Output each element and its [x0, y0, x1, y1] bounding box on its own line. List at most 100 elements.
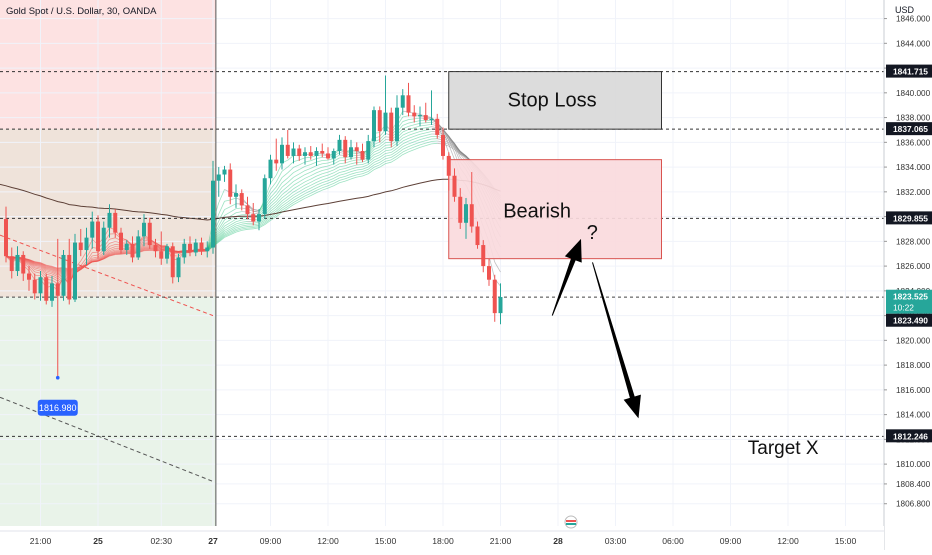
candle-body	[131, 244, 135, 258]
ema-segment	[420, 123, 426, 124]
ema-segment	[294, 182, 300, 185]
ema-segment	[363, 165, 369, 167]
ema-segment	[363, 169, 369, 171]
ema-segment	[242, 228, 248, 229]
ema-segment	[368, 162, 374, 167]
ema-segment	[282, 178, 288, 183]
candle-body	[154, 245, 158, 251]
candle-body	[165, 246, 169, 258]
price-tick-label: 1808.400	[896, 480, 931, 489]
ema-segment	[403, 138, 409, 141]
candle-body	[142, 223, 146, 237]
candle-body	[263, 178, 267, 214]
low-marker-dot	[56, 376, 60, 380]
ema-segment	[409, 139, 415, 141]
ema-segment	[374, 157, 380, 159]
price-tick-label: 1840.000	[896, 89, 931, 98]
ema-segment	[374, 147, 380, 149]
candle-body	[125, 244, 129, 250]
ema-segment	[374, 160, 380, 162]
candle-body	[113, 213, 117, 233]
ema-segment	[322, 172, 328, 174]
ema-segment	[225, 200, 231, 201]
price-tick-label: 1818.000	[896, 361, 931, 370]
zone-red	[0, 0, 216, 129]
ema-segment	[426, 122, 432, 123]
candle-body	[453, 176, 457, 197]
candle-body	[240, 193, 244, 205]
ema-segment	[317, 160, 323, 162]
candle-body	[286, 145, 290, 156]
ema-segment	[311, 179, 317, 182]
ema-segment	[351, 158, 357, 159]
ema-segment	[403, 116, 409, 117]
candle-body	[246, 205, 250, 214]
ema-segment	[414, 134, 420, 136]
ema-segment	[403, 126, 409, 128]
candle-body	[16, 255, 20, 271]
ema-segment	[282, 182, 288, 187]
candle-body	[96, 222, 100, 252]
candle-body	[481, 245, 485, 266]
ema-segment	[357, 164, 363, 165]
ema-segment	[305, 157, 311, 158]
ema-segment	[409, 136, 415, 138]
ema-segment	[242, 221, 248, 222]
ema-segment	[322, 186, 328, 188]
ema-segment	[363, 160, 369, 162]
candle-body	[27, 274, 31, 280]
candle-body	[44, 277, 48, 301]
ema-segment	[340, 163, 346, 164]
ema-segment	[225, 212, 231, 215]
ema-segment	[322, 163, 328, 164]
ema-segment	[328, 161, 334, 163]
ema-segment	[230, 209, 236, 212]
ema-segment	[340, 171, 346, 172]
time-tick-label: 12:00	[317, 536, 339, 546]
candle-body	[228, 170, 232, 197]
ema-segment	[334, 161, 340, 164]
candle-body	[401, 95, 405, 107]
ema-segment	[328, 173, 334, 175]
candle-body	[217, 175, 221, 181]
candle-body	[412, 113, 416, 117]
ema-segment	[420, 128, 426, 129]
ema-segment	[311, 173, 317, 176]
ema-segment	[242, 223, 248, 224]
ema-segment	[368, 167, 374, 171]
ema-segment	[397, 141, 403, 146]
ema-segment	[271, 195, 277, 201]
ema-segment	[420, 130, 426, 131]
ema-segment	[311, 185, 317, 188]
ema-segment	[225, 207, 231, 210]
ema-segment	[328, 186, 334, 188]
ema-segment	[420, 133, 426, 134]
price-tick-label: 1846.000	[896, 15, 931, 24]
ema-segment	[409, 133, 415, 135]
ema-segment	[236, 208, 242, 209]
ema-segment	[414, 137, 420, 139]
ema-segment	[288, 167, 294, 172]
ema-segment	[334, 175, 340, 178]
candle-body	[108, 213, 112, 228]
price-axis[interactable]: 1806.8001808.4001810.0001812.0001814.000…	[884, 0, 932, 550]
ema-segment	[386, 157, 392, 158]
ema-segment	[317, 157, 323, 158]
ema-segment	[426, 132, 432, 133]
ema-segment	[409, 147, 415, 149]
ema-segment	[414, 126, 420, 128]
ema-segment	[253, 228, 259, 229]
candle-body	[33, 280, 37, 294]
ema-segment	[236, 220, 242, 222]
ema-segment	[317, 177, 323, 179]
candle-body	[200, 243, 204, 252]
ema-segment	[363, 172, 369, 174]
ema-segment	[271, 198, 277, 203]
ema-segment	[282, 167, 288, 171]
ema-segment	[351, 172, 357, 174]
ema-segment	[305, 188, 311, 191]
ema-segment	[299, 162, 305, 165]
ema-segment	[386, 152, 392, 153]
